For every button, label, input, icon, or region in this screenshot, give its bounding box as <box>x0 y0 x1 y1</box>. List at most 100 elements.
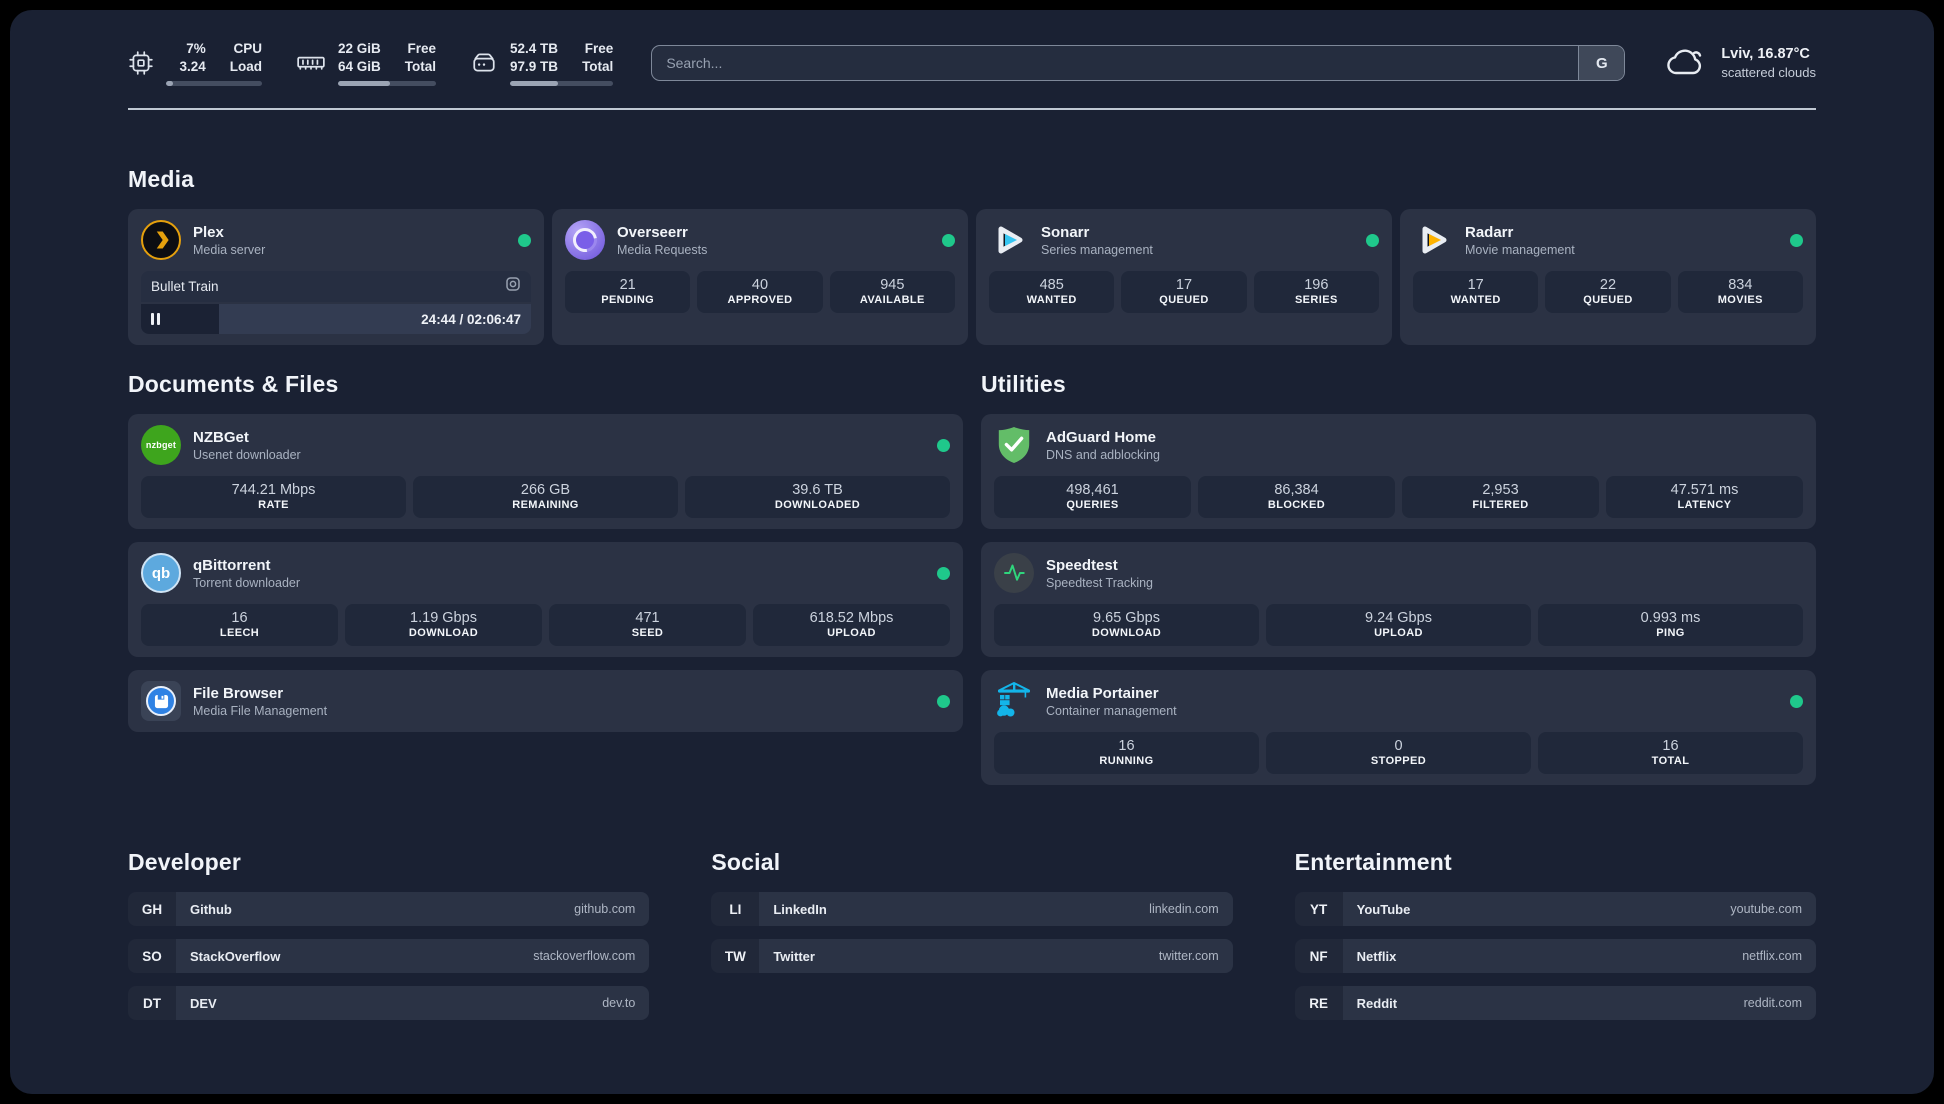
hard-drive-icon <box>470 50 498 76</box>
service-name: Media Portainer <box>1046 684 1159 702</box>
stat-tile: 834 MOVIES <box>1677 271 1803 314</box>
link-abbr: SO <box>128 939 176 974</box>
documents-section-title: Documents & Files <box>128 371 339 398</box>
disk-progress-fill <box>510 81 558 87</box>
link-dev[interactable]: DT DEV dev.to <box>128 986 650 1021</box>
weather-location-temp: Lviv, 16.87°C <box>1721 45 1810 62</box>
memory-total-value: 64 GiB <box>338 59 381 75</box>
service-card-nzbget[interactable]: nzbget NZBGet Usenet downloader 744.21 M… <box>128 414 963 530</box>
service-card-sonarr[interactable]: Sonarr Series management 485 WANTED 17 QUE… <box>976 209 1392 346</box>
link-abbr: RE <box>1294 986 1343 1021</box>
status-online-dot <box>942 233 955 247</box>
nzbget-icon: nzbget <box>141 425 181 466</box>
link-url: youtube.com <box>1730 902 1802 917</box>
ram-icon <box>296 50 326 76</box>
link-abbr: DT <box>128 986 176 1021</box>
link-reddit[interactable]: RE Reddit reddit.com <box>1294 986 1816 1021</box>
memory-progress-fill <box>338 81 390 87</box>
link-stackoverflow[interactable]: SO StackOverflow stackoverflow.com <box>128 939 650 974</box>
link-url: reddit.com <box>1743 996 1802 1011</box>
link-name: DEV <box>190 995 217 1011</box>
top-bar: 7% 3.24 CPU Load 22 GiB 64 GiB <box>128 40 1816 87</box>
social-section: Social LI LinkedIn linkedin.com TW Twitte… <box>711 849 1233 1020</box>
plex-now-playing: Bullet Train 24:44 / 02:06:47 <box>141 271 531 335</box>
utilities-section: Utilities AdGuard Home DNS and a <box>981 371 1816 786</box>
link-url: linkedin.com <box>1149 902 1219 917</box>
service-name: Sonarr <box>1041 223 1090 241</box>
link-name: Github <box>190 901 232 917</box>
link-name: Twitter <box>773 948 815 964</box>
link-github[interactable]: GH Github github.com <box>128 892 650 927</box>
stat-tile: 2,953 FILTERED <box>1402 476 1599 519</box>
service-name: File Browser <box>193 684 284 702</box>
service-card-adguard[interactable]: AdGuard Home DNS and adblocking 498,461 Q… <box>981 414 1816 530</box>
link-twitter[interactable]: TW Twitter twitter.com <box>711 939 1233 974</box>
service-subtitle: Series management <box>1041 243 1153 258</box>
service-subtitle: Media File Management <box>193 704 328 719</box>
link-name: Reddit <box>1356 995 1398 1011</box>
disk-free-label: Free <box>584 41 614 56</box>
service-name: Radarr <box>1465 223 1514 241</box>
stat-tile: 9.65 Gbps DOWNLOAD <box>994 604 1259 647</box>
link-abbr: NF <box>1294 939 1343 974</box>
link-linkedin[interactable]: LI LinkedIn linkedin.com <box>711 892 1233 927</box>
link-name: LinkedIn <box>773 901 827 917</box>
link-youtube[interactable]: YT YouTube youtube.com <box>1294 892 1816 927</box>
stat-tile: 22 QUEUED <box>1545 271 1671 314</box>
service-card-speedtest[interactable]: Speedtest Speedtest Tracking 9.65 Gbps DO… <box>981 542 1816 658</box>
service-name: AdGuard Home <box>1046 428 1157 446</box>
service-subtitle: Media server <box>193 243 266 258</box>
stat-tile: 498,461 QUERIES <box>994 476 1191 519</box>
service-subtitle: Usenet downloader <box>193 448 301 463</box>
utilities-section-title: Utilities <box>981 371 1066 398</box>
memory-progress-bar <box>338 81 437 87</box>
stat-tile: 0 STOPPED <box>1266 732 1531 775</box>
memory-monitor: 22 GiB 64 GiB Free Total <box>296 40 437 87</box>
disk-total-label: Total <box>582 59 614 75</box>
status-online-dot <box>937 438 950 452</box>
media-section: Media Plex Media server Bullet Train <box>128 166 1816 346</box>
stat-tile: 196 SERIES <box>1253 271 1379 314</box>
playback-progress-bar[interactable]: 24:44 / 02:06:47 <box>141 304 531 335</box>
cpu-monitor: 7% 3.24 CPU Load <box>128 40 262 87</box>
playback-time: 24:44 / 02:06:47 <box>421 311 521 327</box>
service-subtitle: Torrent downloader <box>193 576 301 591</box>
search-engine-button[interactable]: G <box>1578 46 1625 81</box>
service-card-plex[interactable]: Plex Media server Bullet Train <box>128 209 544 346</box>
service-subtitle: Media Requests <box>617 243 708 258</box>
stat-tile: 945 AVAILABLE <box>829 271 955 314</box>
link-abbr: LI <box>711 892 760 927</box>
service-card-radarr[interactable]: Radarr Movie management 17 WANTED 22 QUEUE… <box>1400 209 1816 346</box>
documents-section: Documents & Files nzbget NZBGet Usenet d… <box>128 371 963 785</box>
weather-widget[interactable]: Lviv, 16.87°C scattered clouds <box>1663 44 1816 83</box>
developer-section-title: Developer <box>128 849 242 876</box>
service-card-overseerr[interactable]: Overseerr Media Requests 21 PENDING 40 APP… <box>552 209 968 346</box>
link-url: twitter.com <box>1158 949 1219 964</box>
service-card-filebrowser[interactable]: File Browser Media File Management <box>128 670 963 733</box>
link-netflix[interactable]: NF Netflix netflix.com <box>1294 939 1816 974</box>
cloud-icon <box>1663 44 1707 83</box>
service-subtitle: Movie management <box>1465 243 1575 258</box>
stat-tile: 471 SEED <box>549 604 746 647</box>
service-card-portainer[interactable]: Media Portainer Container management 16 R… <box>981 670 1816 786</box>
sonarr-icon <box>989 220 1029 260</box>
stat-tile: 16 TOTAL <box>1538 732 1803 775</box>
service-name: Overseerr <box>617 223 688 241</box>
stat-tile: 744.21 Mbps RATE <box>141 476 406 519</box>
cpu-usage-value: 7% <box>186 41 206 56</box>
speedtest-pulse-icon <box>994 553 1034 594</box>
pause-icon[interactable] <box>151 313 160 326</box>
link-url: stackoverflow.com <box>533 949 636 964</box>
stat-tile: 0.993 ms PING <box>1538 604 1803 647</box>
stat-tile: 21 PENDING <box>565 271 691 314</box>
cpu-progress-bar <box>166 81 262 87</box>
disk-progress-bar <box>510 81 614 87</box>
status-online-dot <box>937 566 950 580</box>
search-input[interactable] <box>652 46 1579 81</box>
service-name: NZBGet <box>193 428 249 446</box>
service-card-qbittorrent[interactable]: qb qBittorrent Torrent downloader 16 LEEC… <box>128 542 963 658</box>
header-divider <box>128 108 1816 111</box>
service-name: Speedtest <box>1046 556 1118 574</box>
stat-tile: 17 QUEUED <box>1121 271 1247 314</box>
stat-tile: 485 WANTED <box>989 271 1115 314</box>
